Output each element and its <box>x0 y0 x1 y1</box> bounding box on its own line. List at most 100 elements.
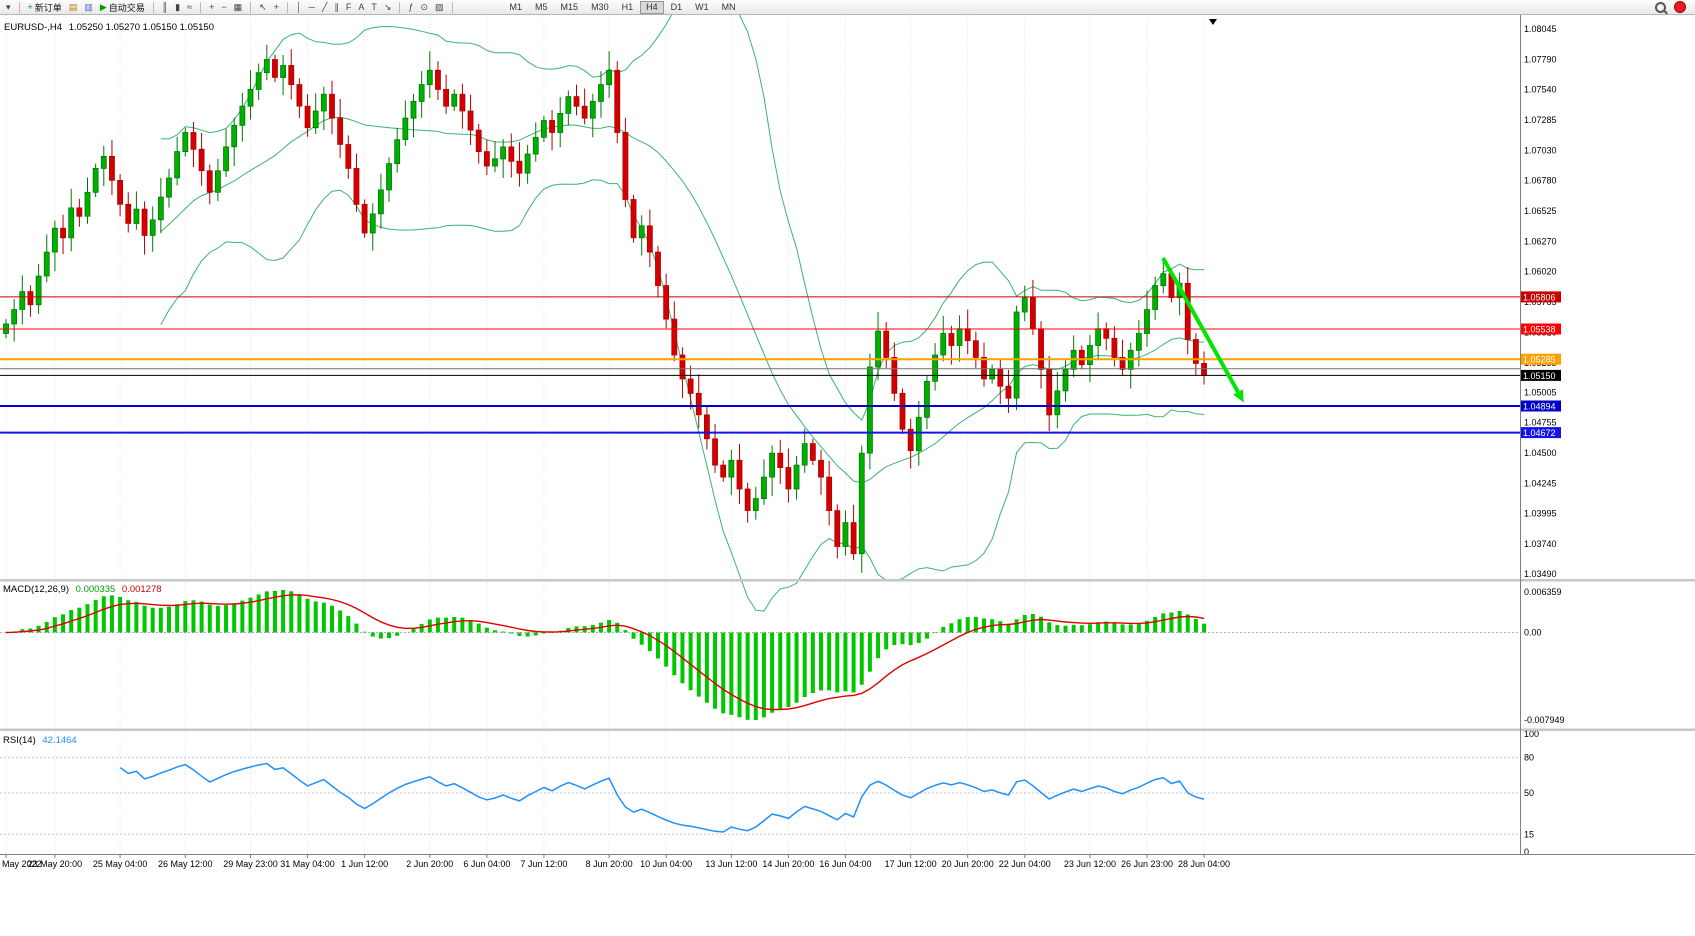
candle-body <box>907 428 914 452</box>
tile-windows-button[interactable]: ▦ <box>231 1 246 14</box>
price-axis-label: 1.07790 <box>1524 55 1557 65</box>
timeframe-h4[interactable]: H4 <box>640 0 664 14</box>
candlestick-chart-button[interactable]: ▮ <box>172 1 183 14</box>
timeframe-m15[interactable]: M15 <box>555 1 585 14</box>
shift-marker[interactable] <box>1209 19 1217 25</box>
timeframe-m1[interactable]: M1 <box>504 1 529 14</box>
timeframe-m30[interactable]: M30 <box>585 1 615 14</box>
time-axis-label: 29 May 23:00 <box>223 859 278 869</box>
chart-menu-dropdown[interactable]: ▾ <box>3 1 14 14</box>
price-lines[interactable]: 1.05806 1.05538 1.05285 1.05150 1.04894 1.046… <box>0 291 1561 439</box>
bar-chart-icon: ║ <box>161 1 169 12</box>
candle-body <box>1005 385 1012 399</box>
rsi-axis-label: 50 <box>1524 788 1534 798</box>
rsi-axis[interactable]: 100 80 50 15 0 <box>1524 729 1539 857</box>
panel-borders <box>0 15 1695 855</box>
trend-arrow[interactable] <box>1161 257 1244 403</box>
autotrading-icon: ▶ <box>99 1 107 12</box>
new-chart-button[interactable]: ▤ <box>66 1 81 14</box>
arrow-objects-button[interactable]: ↘ <box>381 1 395 14</box>
candle-body <box>239 105 246 126</box>
current-price-line-badge <box>1521 369 1561 381</box>
candle-body <box>149 219 156 236</box>
candle-body <box>182 132 189 153</box>
candle-body <box>231 124 238 148</box>
timeframe-h1[interactable]: H1 <box>616 1 640 14</box>
candle-body <box>100 155 107 169</box>
text-icon: A <box>358 1 365 12</box>
candle-body <box>883 330 890 358</box>
new-order-button[interactable]: + 新订单 <box>25 1 65 14</box>
time-axis-label: 1 Jun 12:00 <box>341 859 388 869</box>
zoom-in-button[interactable]: + <box>206 1 217 14</box>
price-axis-label: 1.05005 <box>1524 388 1557 398</box>
candle-body <box>337 117 344 145</box>
candle-body <box>581 105 588 119</box>
text-button[interactable]: A <box>355 1 367 14</box>
indicators-button[interactable]: ƒ <box>405 1 416 14</box>
rsi-splitter[interactable] <box>0 728 1695 732</box>
candle-body <box>166 177 172 198</box>
label-icon: T <box>371 1 377 12</box>
macd-splitter[interactable] <box>0 579 1695 582</box>
candle-body <box>353 167 360 205</box>
chart-canvas[interactable]: 1.08045 1.07790 1.07540 1.07285 1.07030 1.067… <box>0 15 1695 936</box>
bar-chart-button[interactable]: ║ <box>159 1 171 14</box>
candle-body <box>92 167 99 193</box>
crosshair-button[interactable]: + <box>271 1 282 14</box>
candle-body <box>1193 339 1199 364</box>
notification-badge[interactable] <box>1674 1 1686 13</box>
autotrading-button[interactable]: ▶ 自动交易 <box>97 1 148 14</box>
candle-body <box>744 488 751 511</box>
candle-body <box>1201 362 1207 376</box>
horizontal-line-button[interactable]: ─ <box>306 1 318 14</box>
vertical-line-button[interactable]: │ <box>293 1 305 14</box>
cursor-button[interactable]: ↖ <box>256 1 270 14</box>
zoom-out-button[interactable]: − <box>218 1 229 14</box>
toolbar-separator <box>399 1 401 13</box>
timeframe-w1[interactable]: W1 <box>689 1 715 14</box>
candle-body <box>320 93 327 112</box>
candle-body <box>981 356 987 380</box>
candle-body <box>720 464 727 478</box>
search-icon[interactable] <box>1655 1 1666 13</box>
orange-level-line-badge-text: 1.05285 <box>1523 355 1556 365</box>
candle-body <box>174 151 181 179</box>
support-line-blue-upper-badge <box>1521 400 1561 412</box>
trendline-button[interactable]: ╱ <box>319 1 330 14</box>
timeframe-mn[interactable]: MN <box>716 1 742 14</box>
fibonacci-button[interactable]: F <box>343 1 355 14</box>
profiles-icon: ▥ <box>84 1 93 12</box>
templates-button[interactable]: ▨ <box>432 1 447 14</box>
time-axis-label: 20 Jun 20:00 <box>942 859 994 869</box>
line-chart-button[interactable]: ≈ <box>184 1 195 14</box>
label-button[interactable]: T <box>368 1 380 14</box>
time-axis-label: 26 Jun 23:00 <box>1121 859 1173 869</box>
trendline-icon: ╱ <box>321 1 328 12</box>
channel-button[interactable]: ∥ <box>331 1 342 14</box>
candle-body <box>728 459 735 478</box>
chart-menu-dropdown-icon: ▾ <box>6 1 11 12</box>
macd-axis[interactable]: 0.006359 0.00 -0.007949 <box>1524 587 1565 725</box>
candle-body <box>27 291 34 306</box>
bollinger-upper-band <box>160 15 1205 421</box>
candle-body <box>736 459 743 490</box>
macd-indicator-label: MACD(12,26,9) 0.000335 0.001278 <box>3 584 166 595</box>
bollinger-bands <box>160 15 1205 612</box>
candle-body <box>43 251 50 277</box>
candle-body <box>133 208 140 224</box>
trend-arrow-line[interactable] <box>1161 257 1240 393</box>
timeframe-d1[interactable]: D1 <box>665 1 689 14</box>
candle-body <box>606 69 612 86</box>
macd-axis-label: 0.006359 <box>1524 587 1562 597</box>
period-button[interactable]: ⊙ <box>417 1 431 14</box>
toolbar-right <box>1655 1 1692 13</box>
timeframe-m5[interactable]: M5 <box>529 1 554 14</box>
candle-body <box>1054 390 1061 416</box>
candle-body <box>467 110 474 131</box>
candle-body <box>899 392 906 430</box>
candle-body <box>377 189 384 215</box>
profiles-button[interactable]: ▥ <box>81 1 96 14</box>
price-axis-label: 1.07285 <box>1524 115 1557 125</box>
